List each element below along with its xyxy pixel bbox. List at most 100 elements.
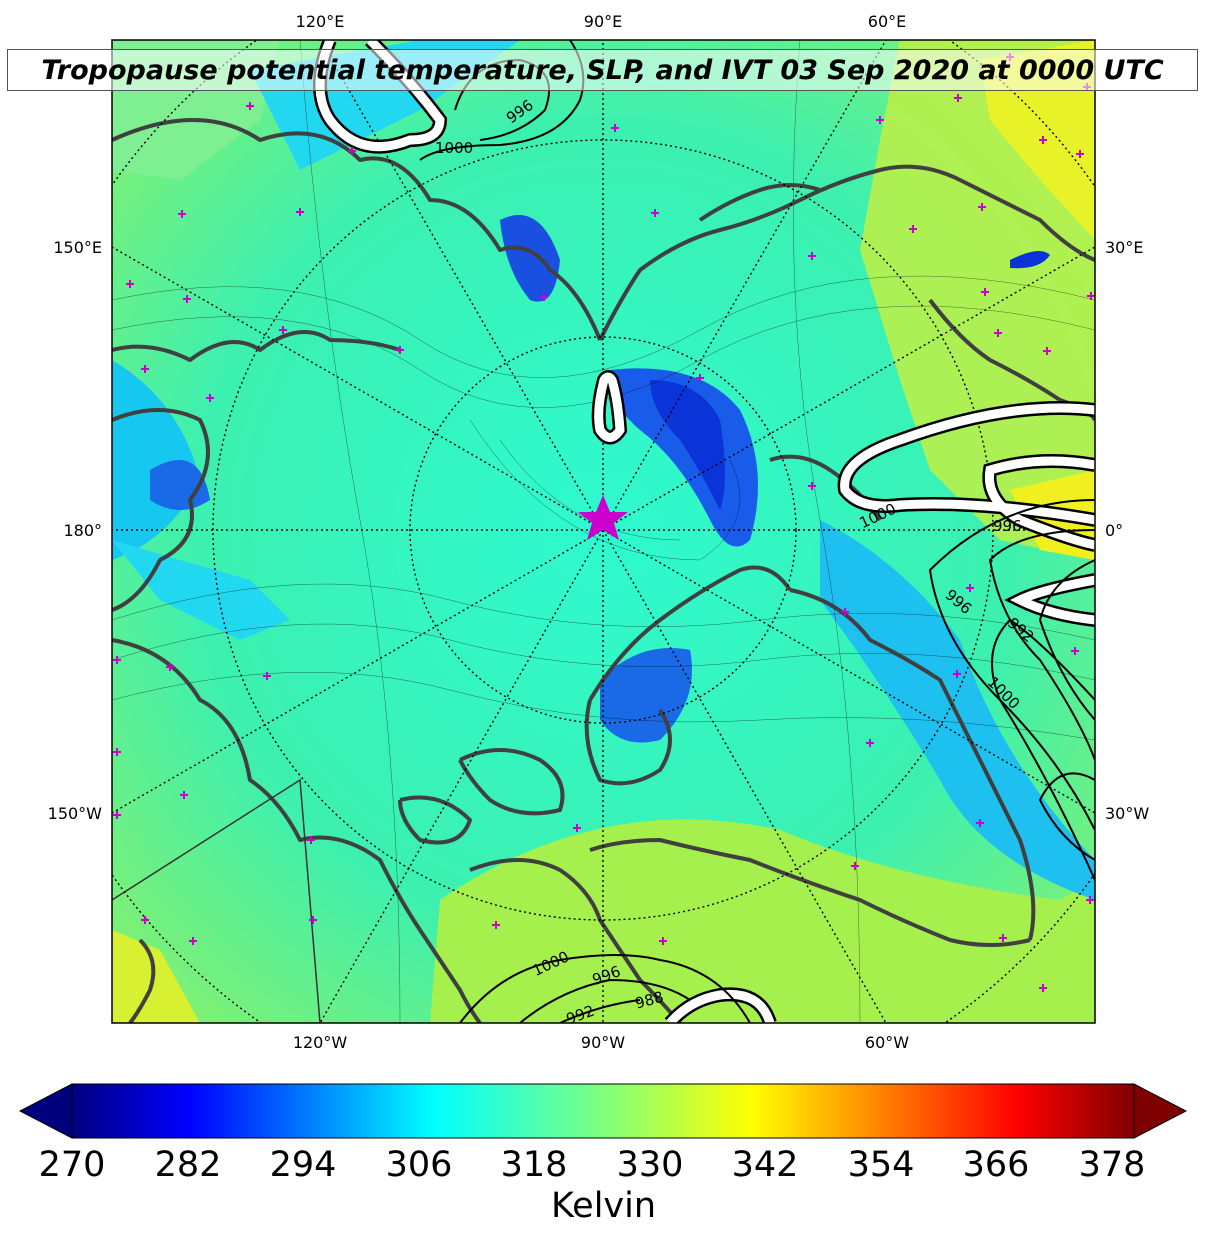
plus-icon xyxy=(178,210,186,218)
plus-icon xyxy=(841,608,849,616)
plus-icon xyxy=(808,252,816,260)
colorbar-unit-label: Kelvin xyxy=(550,1186,657,1226)
plus-icon xyxy=(307,836,315,844)
plus-icon xyxy=(909,225,917,233)
colorbar-extend-min xyxy=(18,1083,73,1139)
cold-trough-core xyxy=(650,380,725,510)
lon-label-right: 30°E xyxy=(1105,238,1143,257)
plus-icon xyxy=(396,346,404,354)
plus-icon xyxy=(279,326,287,334)
plus-icon xyxy=(1039,136,1047,144)
plus-icon xyxy=(1071,647,1079,655)
map-title: Tropopause potential temperature, SLP, a… xyxy=(41,54,1164,86)
plus-icon xyxy=(141,365,149,373)
graticule xyxy=(112,40,1095,1023)
lon-label-right: 30°W xyxy=(1105,804,1149,823)
plus-icon xyxy=(651,209,659,217)
plus-icon xyxy=(189,937,197,945)
plus-icon xyxy=(573,824,581,832)
plus-icon xyxy=(113,656,121,664)
plus-icon xyxy=(696,374,704,382)
cold-core-west xyxy=(150,460,210,510)
colorbar-tick: 270 xyxy=(38,1145,106,1185)
lon-label-right: 0° xyxy=(1105,521,1123,540)
plus-icon xyxy=(1076,150,1084,158)
plus-icon xyxy=(954,94,962,102)
plus-icon xyxy=(851,862,859,870)
border-line xyxy=(112,778,321,1023)
plus-icon xyxy=(126,280,134,288)
cold-core-canada xyxy=(600,648,692,743)
colorbar-tick: 306 xyxy=(385,1145,453,1185)
plus-icon xyxy=(309,916,317,924)
lon-label-bottom: 120°W xyxy=(293,1033,348,1052)
plus-icon xyxy=(994,329,1002,337)
lon-label-top: 120°E xyxy=(296,12,345,31)
map-title-box: Tropopause potential temperature, SLP, a… xyxy=(7,49,1198,91)
plus-icon xyxy=(183,295,191,303)
coastlines xyxy=(112,118,1095,1023)
lon-label-left: 150°W xyxy=(48,804,103,823)
plus-icon xyxy=(611,124,619,132)
colorbar-tick: 378 xyxy=(1078,1145,1146,1185)
plus-icon xyxy=(876,116,884,124)
plus-icon xyxy=(206,394,214,402)
plus-icon xyxy=(141,916,149,924)
ivt-contours xyxy=(313,40,1095,1023)
plus-icon xyxy=(296,208,304,216)
lon-label-top: 60°E xyxy=(868,12,906,31)
colorbar-tick: 366 xyxy=(962,1145,1030,1185)
map-panel: 996 1000 1000 996 996 992 1000 1000 996 … xyxy=(112,40,1095,1023)
colorbar-tick: 342 xyxy=(731,1145,799,1185)
plus-icon xyxy=(659,937,667,945)
cold-core-north xyxy=(500,215,560,302)
plus-icon xyxy=(246,102,254,110)
plus-icon xyxy=(1086,896,1094,904)
station-markers xyxy=(113,53,1095,992)
plus-icon xyxy=(1039,984,1047,992)
lon-label-bottom: 90°W xyxy=(581,1033,625,1052)
plus-icon xyxy=(540,293,548,301)
colorbar xyxy=(18,1083,1188,1139)
lon-label-bottom: 60°W xyxy=(865,1033,909,1052)
slp-label: 996 xyxy=(993,517,1022,535)
longitude-labels: 120°E 90°E 60°E 120°W 90°W 60°W 150°E 18… xyxy=(48,12,1150,1052)
plus-icon xyxy=(263,672,271,680)
slp-label: 1000 xyxy=(435,139,473,157)
colorbar-body xyxy=(72,1084,1134,1138)
plus-icon xyxy=(113,748,121,756)
colorbar-tick: 318 xyxy=(500,1145,568,1185)
colorbar-extend-max xyxy=(1133,1083,1188,1139)
plus-icon xyxy=(348,147,356,155)
plus-icon xyxy=(978,203,986,211)
plus-icon xyxy=(1087,292,1095,300)
plus-icon xyxy=(976,819,984,827)
warm-band-south xyxy=(430,819,1095,1023)
plus-icon xyxy=(966,584,974,592)
colorbar-tick: 330 xyxy=(616,1145,684,1185)
colorbar-tick: 354 xyxy=(847,1145,915,1185)
colorbar-tick: 294 xyxy=(269,1145,337,1185)
plus-icon xyxy=(113,811,121,819)
plus-icon xyxy=(953,670,961,678)
cool-band-east xyxy=(820,520,1095,900)
plus-icon xyxy=(981,288,989,296)
colorbar-frame xyxy=(71,1083,1135,1139)
map-frame xyxy=(111,39,1096,1024)
colorbar-tick: 282 xyxy=(154,1145,222,1185)
plus-icon xyxy=(1043,347,1051,355)
plus-icon xyxy=(999,934,1007,942)
plus-icon xyxy=(492,921,500,929)
cool-region-west xyxy=(112,360,200,560)
slp-contours xyxy=(419,40,1095,1023)
lon-label-left: 150°E xyxy=(53,238,102,257)
warm-region-sw xyxy=(112,930,200,1023)
lon-label-left: 180° xyxy=(63,521,102,540)
plus-icon xyxy=(808,482,816,490)
lon-label-top: 90°E xyxy=(584,12,622,31)
plus-icon xyxy=(180,791,188,799)
cold-core-ne xyxy=(1010,251,1050,269)
plus-icon xyxy=(166,663,174,671)
star-icon xyxy=(578,495,628,540)
